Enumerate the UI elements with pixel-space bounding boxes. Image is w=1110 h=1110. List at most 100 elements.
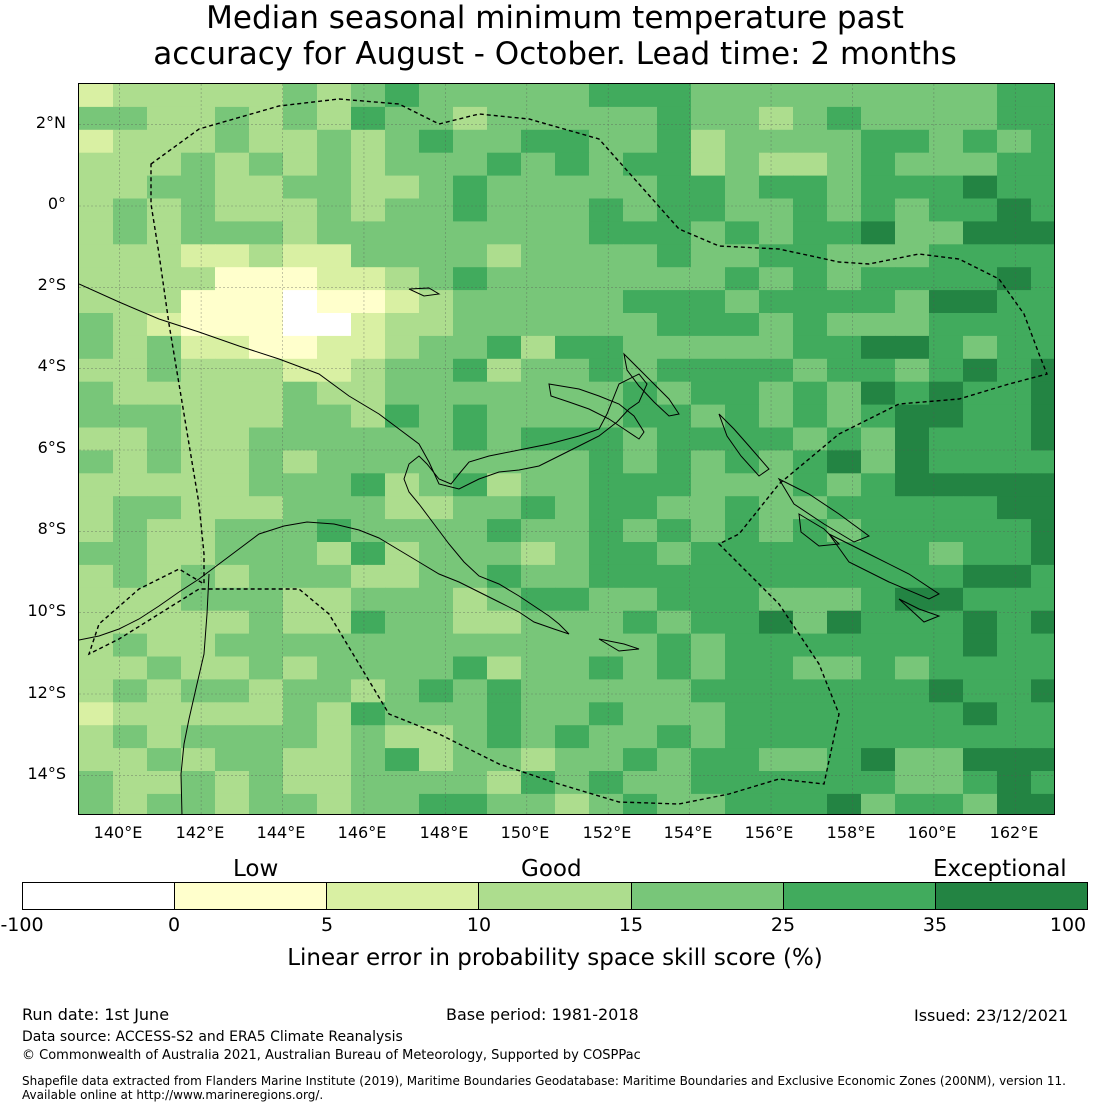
raster-cell (351, 793, 386, 814)
colorbar (22, 882, 1088, 910)
raster-cell (759, 450, 794, 474)
raster-cell (147, 656, 182, 680)
raster-cell (487, 748, 522, 772)
raster-cell (691, 725, 726, 749)
raster-cell (691, 106, 726, 131)
raster-cell (215, 129, 250, 154)
raster-cell (623, 496, 658, 520)
raster-cell (725, 335, 760, 360)
raster-cell (113, 587, 148, 612)
raster-cell (827, 221, 862, 245)
raster-cell (895, 725, 930, 749)
shapefile-credit-line-2: Available online at http://www.marinereg… (22, 1088, 324, 1102)
raster-cell (113, 473, 148, 497)
raster-cell (113, 358, 148, 383)
raster-cell (895, 129, 930, 154)
raster-cell (827, 335, 862, 360)
raster-cell (691, 358, 726, 383)
raster-cell (929, 748, 964, 772)
raster-cell (351, 290, 386, 314)
raster-cell (249, 725, 284, 749)
bougainville-coastline (718, 413, 770, 477)
raster-cell (725, 542, 760, 566)
raster-cell (725, 450, 760, 474)
raster-cell (215, 587, 250, 612)
raster-cell (215, 473, 250, 497)
raster-cell (895, 290, 930, 314)
raster-cell (623, 106, 658, 131)
raster-cell (419, 519, 454, 543)
raster-cell (1031, 587, 1054, 612)
raster-cell (487, 244, 522, 268)
lat-tick-2s: 2°S (37, 275, 66, 294)
raster-cell (385, 656, 420, 680)
raster-cell (487, 633, 522, 657)
raster-cell (691, 221, 726, 245)
lon-tick-150e: 150°E (500, 823, 550, 842)
raster-cell (929, 771, 964, 795)
raster-cell (385, 610, 420, 635)
raster-cell (929, 427, 964, 451)
raster-cell (249, 702, 284, 726)
raster-cell (623, 656, 658, 680)
raster-cell (419, 702, 454, 726)
raster-cell (181, 519, 216, 543)
raster-cell (113, 381, 148, 406)
raster-cell (249, 427, 284, 451)
raster-cell (147, 175, 182, 199)
raster-cell (963, 564, 998, 589)
raster-cell (453, 84, 488, 108)
raster-cell (521, 267, 556, 291)
raster-cell (453, 702, 488, 726)
raster-cell (283, 564, 318, 589)
raster-cell (79, 771, 114, 795)
raster-cell (79, 679, 114, 703)
raster-cell (249, 335, 284, 360)
raster-cell (963, 427, 998, 451)
raster-cell (861, 793, 896, 814)
raster-cell (79, 656, 114, 680)
raster-cell (453, 221, 488, 245)
raster-cell (691, 656, 726, 680)
raster-cell (351, 473, 386, 497)
raster-cell (147, 610, 182, 635)
raster-cell (929, 198, 964, 222)
raster-cell (317, 496, 352, 520)
raster-cell (759, 358, 794, 383)
raster-cell (861, 221, 896, 245)
raster-cell (555, 244, 590, 268)
raster-cell (521, 564, 556, 589)
raster-cell (147, 290, 182, 314)
raster-cell (691, 793, 726, 814)
raster-cell (657, 290, 692, 314)
raster-cell (147, 473, 182, 497)
raster-cell (317, 106, 352, 131)
raster-cell (283, 450, 318, 474)
raster-cell (861, 519, 896, 543)
raster-cell (385, 633, 420, 657)
new-britain-coastline (548, 383, 645, 440)
raster-cell (963, 748, 998, 772)
raster-cell (521, 335, 556, 360)
raster-cell (861, 313, 896, 337)
raster-cell (963, 587, 998, 612)
raster-cell (555, 84, 590, 108)
raster-cell (181, 152, 216, 177)
raster-cell (1031, 427, 1054, 451)
raster-cell (963, 473, 998, 497)
louisiade-coastline (598, 638, 640, 652)
raster-cell (1031, 542, 1054, 566)
raster-cell (793, 267, 828, 291)
raster-cell (725, 473, 760, 497)
raster-cell (419, 725, 454, 749)
raster-cell (691, 702, 726, 726)
raster-cell (215, 175, 250, 199)
raster-cell (487, 129, 522, 154)
raster-cell (861, 656, 896, 680)
raster-cell (963, 633, 998, 657)
raster-cell (861, 679, 896, 703)
raster-cell (351, 633, 386, 657)
raster-cell (283, 198, 318, 222)
raster-cell (419, 427, 454, 451)
raster-cell (249, 106, 284, 131)
